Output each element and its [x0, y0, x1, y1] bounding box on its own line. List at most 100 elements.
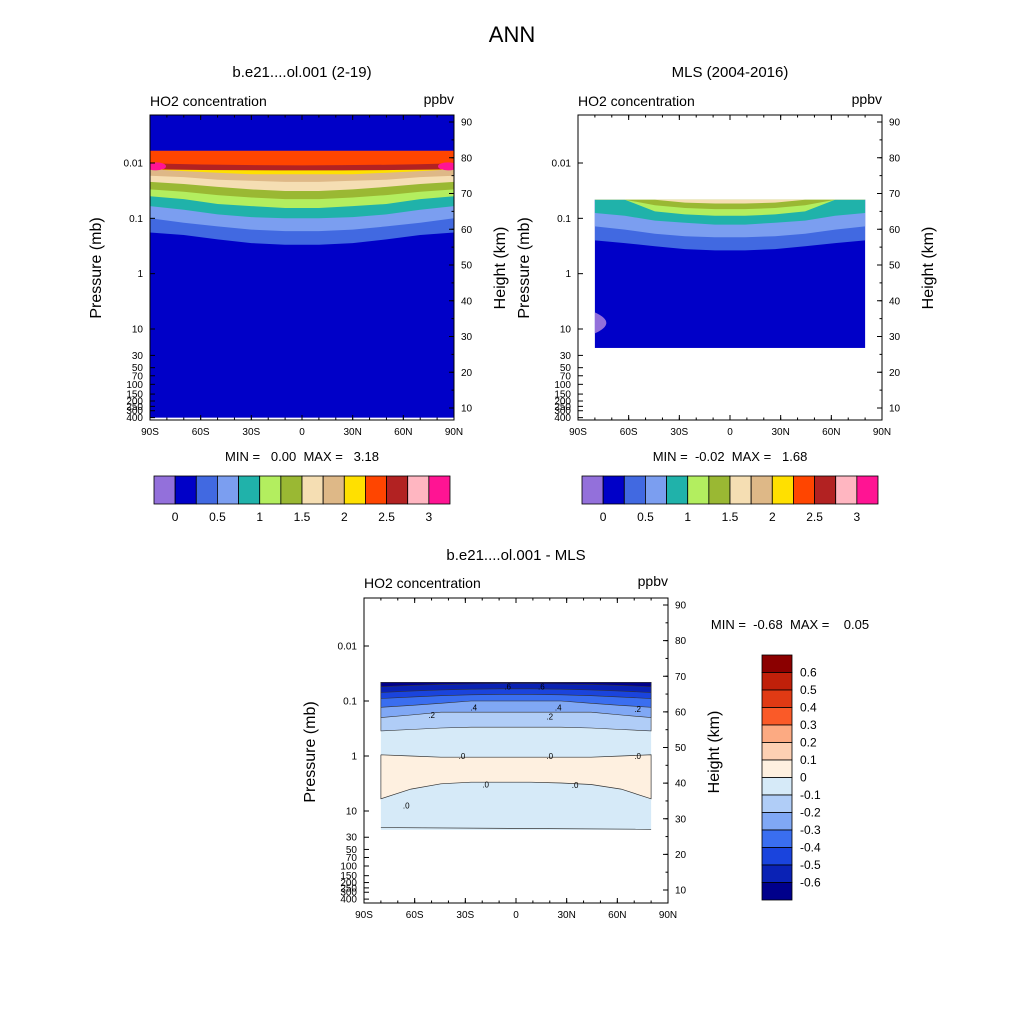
y-tick-label: 0.01 [552, 159, 572, 170]
colorbar-swatch [761, 654, 793, 673]
colorbar-swatch [761, 794, 793, 813]
y-tick-label: 10 [132, 325, 144, 336]
panel-right-label: ppbv [852, 91, 882, 107]
colorbar-swatch [761, 672, 793, 691]
height-tick-label: 10 [889, 404, 901, 415]
colorbar-swatch [771, 475, 794, 505]
contour-patch [594, 312, 607, 334]
contour-line [380, 827, 652, 830]
height-tick-label: 80 [461, 153, 473, 164]
contour-label: .0 [482, 781, 489, 790]
height-tick-label: 40 [889, 296, 901, 307]
colorbar-swatch [856, 475, 879, 505]
y-tick-label: 250 [126, 402, 143, 413]
x-tick-label: 90N [873, 427, 891, 438]
contour-band-top [150, 115, 454, 151]
height-tick-label: 30 [889, 332, 901, 343]
panel-left-label: HO2 concentration [578, 93, 695, 109]
y-axis-right-label: Height (km) [920, 227, 937, 310]
x-tick-label: 30N [557, 910, 575, 921]
colorbar-swatch [259, 475, 282, 505]
plot-area [150, 115, 454, 418]
x-tick-label: 90S [569, 427, 587, 438]
contour-label: .0 [403, 802, 410, 811]
panel-left-label: HO2 concentration [150, 93, 267, 109]
y-tick-label: 50 [346, 845, 358, 856]
panel-stats: MIN = 0.00 MAX = 3.18 [225, 449, 379, 464]
y-tick-label: 50 [560, 363, 572, 374]
y-tick-label: 300 [340, 888, 357, 899]
colorbar-label: 2.5 [806, 510, 823, 524]
colorbar-swatch [153, 475, 176, 505]
y-tick-label: 300 [126, 406, 143, 417]
height-tick-label: 50 [889, 261, 901, 272]
contour-label: .2 [428, 711, 435, 720]
contour-band-peak [150, 162, 166, 171]
height-tick-label: 10 [461, 404, 473, 415]
colorbar-swatch [761, 829, 793, 848]
y-tick-label: 100 [554, 380, 571, 391]
colorbar-swatch [238, 475, 261, 505]
y-tick-label: 400 [340, 895, 357, 906]
x-tick-label: 30N [343, 427, 361, 438]
x-tick-label: 60N [822, 427, 840, 438]
height-tick-label: 10 [675, 886, 687, 897]
y-tick-label: 100 [340, 862, 357, 873]
y-tick-label: 150 [554, 390, 571, 401]
y-tick-label: 0.01 [124, 159, 144, 170]
colorbar-swatch [687, 475, 710, 505]
y-tick-label: 400 [126, 413, 143, 424]
contour-label: .2 [546, 712, 553, 721]
colorbar-swatch [280, 475, 303, 505]
contour-band [594, 199, 866, 210]
colorbar-label: -0.3 [800, 823, 821, 837]
x-tick-label: 30S [670, 427, 688, 438]
x-tick-label: 60N [394, 427, 412, 438]
contour-band [380, 682, 652, 688]
x-tick-label: 90S [355, 910, 373, 921]
colorbar-label: 2 [341, 510, 348, 524]
height-tick-label: 40 [461, 296, 473, 307]
colorbar-swatch [793, 475, 815, 505]
contour-band-positive [380, 754, 652, 800]
x-tick-label: 0 [299, 427, 305, 438]
panel-right-label: ppbv [424, 91, 454, 107]
x-tick-label: 60S [406, 910, 424, 921]
colorbar-swatch [322, 475, 345, 505]
contour-label: .4 [555, 703, 562, 712]
colorbar-swatch [750, 475, 773, 505]
colorbar-swatch [602, 475, 625, 505]
y-tick-label: 30 [560, 351, 572, 362]
y-tick-label: 50 [132, 363, 144, 374]
y-tick-label: 0.1 [129, 214, 143, 225]
colorbar-swatch [623, 475, 646, 505]
height-tick-label: 80 [675, 636, 687, 647]
panel-left-label: HO2 concentration [364, 575, 481, 591]
contour-label: .6 [504, 683, 511, 692]
height-tick-label: 20 [675, 850, 687, 861]
y-axis-right-label: Height (km) [706, 711, 723, 794]
contour-band [380, 682, 652, 693]
y-tick-label: 200 [126, 396, 143, 407]
plot-area [594, 199, 866, 348]
x-tick-label: 30S [242, 427, 260, 438]
height-tick-label: 60 [675, 707, 687, 718]
contour-band-core [150, 163, 454, 171]
colorbar-swatch [174, 475, 197, 505]
x-tick-label: 0 [727, 427, 733, 438]
colorbar-label: 3 [854, 510, 861, 524]
contour-label: .6 [538, 683, 545, 692]
colorbar-label: -0.4 [800, 841, 821, 855]
height-tick-label: 70 [461, 189, 473, 200]
contour-label: .4 [470, 703, 477, 712]
colorbar-swatch [761, 864, 793, 883]
colorbar-label: 0.1 [800, 753, 817, 767]
x-tick-label: 0 [513, 910, 519, 921]
panel-right-label: ppbv [638, 573, 668, 589]
colorbar-label: 2 [769, 510, 776, 524]
colorbar-label: -0.2 [800, 806, 821, 820]
colorbar-swatch [666, 475, 689, 505]
contour-label: .0 [634, 752, 641, 761]
panel-title: b.e21....ol.001 (2-19) [232, 64, 371, 81]
